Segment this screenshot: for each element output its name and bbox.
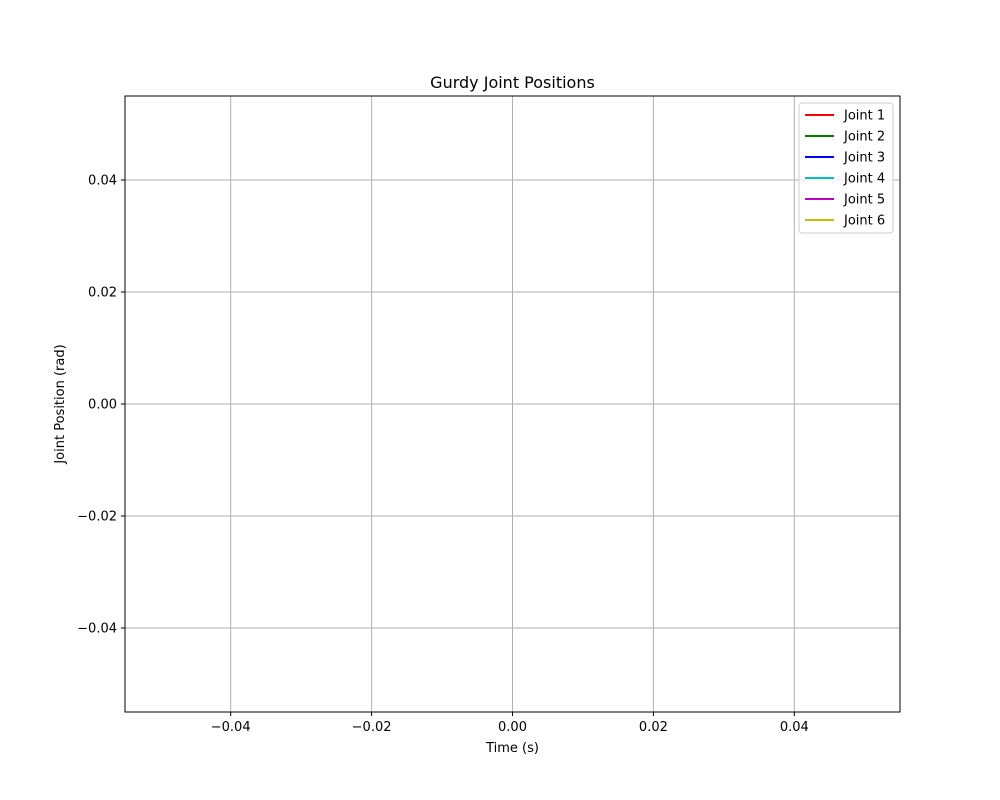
grid bbox=[125, 96, 900, 712]
y-tick-label: 0.00 bbox=[88, 398, 117, 413]
x-axis-label: Time (s) bbox=[485, 741, 539, 756]
y-tick-label: −0.02 bbox=[77, 510, 117, 525]
x-tick-label: −0.02 bbox=[352, 720, 392, 735]
x-axis-ticks: −0.04 −0.02 0.00 0.02 0.04 bbox=[211, 712, 809, 735]
legend-label: Joint 6 bbox=[843, 214, 885, 229]
x-tick-label: −0.04 bbox=[211, 720, 251, 735]
y-tick-label: 0.02 bbox=[88, 286, 117, 301]
chart-title: Gurdy Joint Positions bbox=[430, 73, 595, 92]
y-axis-label: Joint Position (rad) bbox=[53, 344, 68, 464]
legend: Joint 1 Joint 2 Joint 3 Joint 4 Joint 5 Joint… bbox=[798, 102, 894, 234]
y-axis-ticks: −0.04 −0.02 0.00 0.02 0.04 bbox=[77, 174, 125, 637]
legend-label: Joint 2 bbox=[843, 130, 885, 145]
legend-label: Joint 3 bbox=[843, 151, 885, 166]
y-tick-label: 0.04 bbox=[88, 174, 117, 189]
x-tick-label: 0.04 bbox=[780, 720, 809, 735]
legend-items: Joint 1 Joint 2 Joint 3 Joint 4 Joint 5 Joint… bbox=[805, 109, 885, 229]
y-tick-label: −0.04 bbox=[77, 622, 117, 637]
legend-label: Joint 4 bbox=[843, 172, 885, 187]
x-tick-label: 0.02 bbox=[639, 720, 668, 735]
x-tick-label: 0.00 bbox=[498, 720, 527, 735]
legend-label: Joint 5 bbox=[843, 193, 885, 208]
legend-label: Joint 1 bbox=[843, 109, 885, 124]
